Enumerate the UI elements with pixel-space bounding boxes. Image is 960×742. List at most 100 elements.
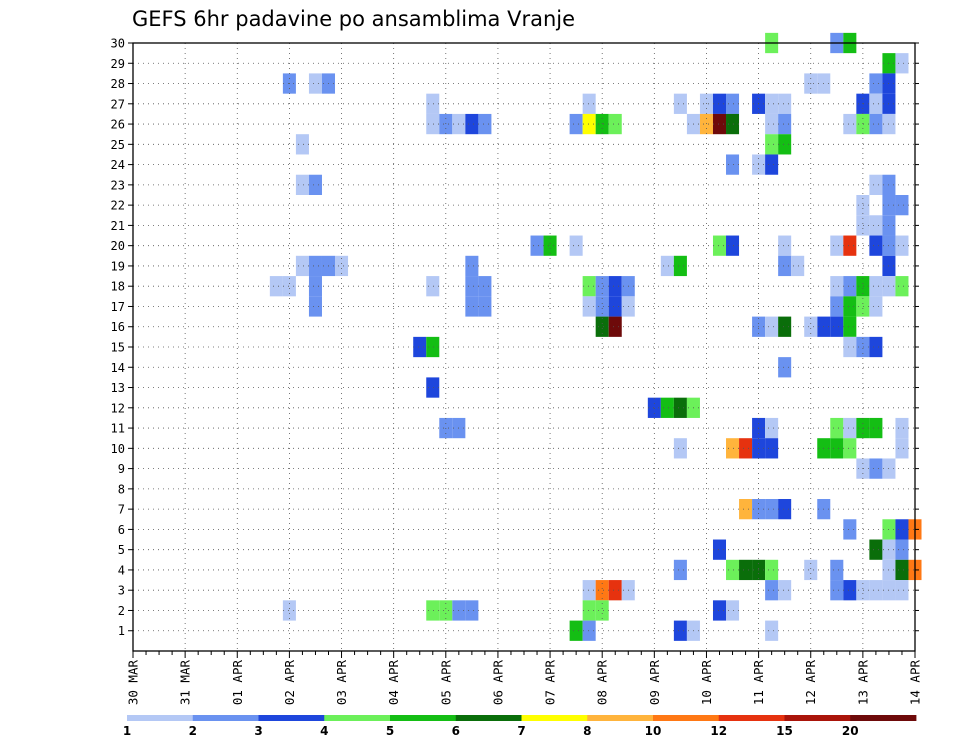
precip-cell xyxy=(647,397,661,418)
precip-cell xyxy=(712,600,727,621)
precip-cell xyxy=(739,559,753,581)
legend-swatch xyxy=(324,715,391,721)
precip-cell xyxy=(726,600,740,621)
y-tick-label: 9 xyxy=(118,462,125,476)
y-tick-label: 8 xyxy=(118,482,125,496)
precip-cell xyxy=(439,113,453,135)
legend-label: 8 xyxy=(583,724,591,738)
precip-cell xyxy=(804,559,818,581)
precip-cell xyxy=(426,377,440,398)
precip-cell xyxy=(778,93,792,114)
precip-cell xyxy=(282,276,296,297)
precip-cell xyxy=(582,93,596,114)
legend-swatch xyxy=(390,715,457,721)
precip-cell xyxy=(582,296,596,317)
precip-cell xyxy=(726,559,740,581)
y-tick-label: 12 xyxy=(111,401,125,415)
precip-cell xyxy=(660,397,674,418)
precip-cell xyxy=(830,559,844,581)
precip-cell xyxy=(765,499,779,520)
precip-cell xyxy=(895,519,909,540)
precip-cell xyxy=(869,539,883,560)
precip-cell xyxy=(895,438,909,459)
precip-cell xyxy=(765,620,779,641)
x-tick-label: 31 MAR xyxy=(178,660,193,706)
y-tick-label: 7 xyxy=(118,503,125,517)
precip-cell xyxy=(595,316,609,337)
precip-cell xyxy=(595,276,609,297)
y-tick-label: 3 xyxy=(118,584,125,598)
precip-cell xyxy=(778,499,792,520)
y-tick-label: 29 xyxy=(111,57,125,71)
precip-cell xyxy=(765,316,779,337)
precip-cell xyxy=(608,580,622,601)
precip-cell xyxy=(830,276,844,297)
precip-cell xyxy=(712,539,727,560)
legend-swatch xyxy=(258,715,325,721)
precip-cell xyxy=(673,620,687,641)
legend-swatch xyxy=(653,715,720,721)
y-tick-label: 25 xyxy=(111,138,125,152)
legend-swatch xyxy=(587,715,654,721)
precip-cell xyxy=(608,316,622,337)
precip-cell xyxy=(726,93,740,114)
x-tick-label: 06 APR xyxy=(490,660,505,706)
precip-cell xyxy=(895,195,909,216)
precip-cell xyxy=(869,93,883,114)
precip-cell xyxy=(335,255,349,277)
y-tick-label: 26 xyxy=(111,118,125,132)
gridlines xyxy=(133,42,915,651)
legend-label: 5 xyxy=(386,724,394,738)
y-tick-label: 20 xyxy=(111,239,125,253)
precip-cell xyxy=(712,235,727,256)
precip-cell xyxy=(830,438,844,459)
precip-cell xyxy=(895,417,909,439)
precip-cell xyxy=(869,417,883,439)
precip-cell xyxy=(595,113,609,135)
precip-cell xyxy=(569,113,583,135)
precip-cell xyxy=(413,336,427,358)
precip-cell xyxy=(282,600,296,621)
precip-cell xyxy=(843,417,857,439)
precip-cell xyxy=(830,580,844,601)
y-tick-label: 19 xyxy=(111,259,125,273)
precip-cell xyxy=(895,559,909,581)
precip-cell xyxy=(465,113,479,135)
precip-cell xyxy=(869,580,883,601)
precip-cell xyxy=(895,235,909,256)
y-tick-label: 27 xyxy=(111,97,125,111)
precip-cell xyxy=(830,296,844,317)
precip-cell xyxy=(699,113,713,135)
legend-label: 7 xyxy=(517,724,525,738)
y-tick-label: 1 xyxy=(118,624,125,638)
precip-cell xyxy=(778,134,792,155)
precip-cell xyxy=(582,620,596,641)
legend-label: 2 xyxy=(189,724,197,738)
precip-cell xyxy=(778,316,792,337)
precip-cell xyxy=(295,174,309,195)
precip-cell xyxy=(608,113,622,135)
precip-cell xyxy=(582,276,596,297)
precip-cell xyxy=(765,154,779,175)
precip-cell xyxy=(269,276,283,297)
precip-cell xyxy=(426,93,440,114)
legend-swatch xyxy=(718,715,785,721)
precip-cell xyxy=(595,600,609,621)
x-tick-label: 14 APR xyxy=(908,660,923,706)
x-tick-label: 02 APR xyxy=(282,660,297,706)
precip-cell xyxy=(308,296,322,317)
y-tick-label: 30 xyxy=(111,37,125,51)
precip-cell xyxy=(673,438,687,459)
precip-cell xyxy=(856,276,870,297)
precip-cell xyxy=(426,276,440,297)
precip-cell xyxy=(765,559,779,581)
x-tick-label: 12 APR xyxy=(803,660,818,706)
precip-cell xyxy=(765,438,779,459)
precip-cell xyxy=(712,93,727,114)
precip-cell xyxy=(856,113,870,135)
precip-cell xyxy=(791,255,805,277)
precip-cell xyxy=(856,296,870,317)
precip-cell xyxy=(308,255,322,277)
precip-cell xyxy=(426,113,440,135)
precip-cell xyxy=(843,438,857,459)
